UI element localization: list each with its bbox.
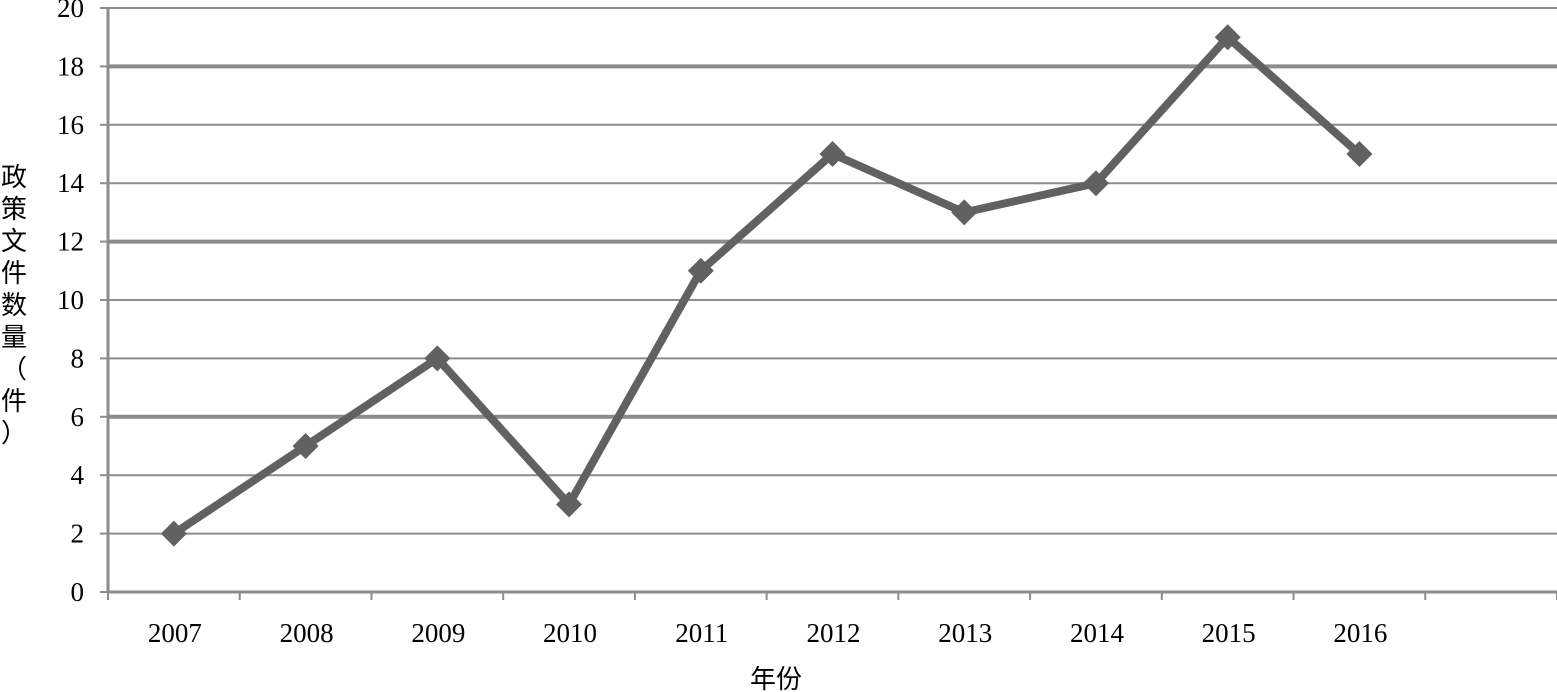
y-tick-label: 14 [57,168,85,198]
data-point-marker [687,257,714,284]
y-axis-title-char: 政 [1,163,27,193]
x-axis-title: 年份 [750,665,802,692]
data-point-marker [292,433,319,459]
x-tick-label: 2012 [807,618,861,648]
data-point-marker [556,491,583,518]
x-tick-label: 2010 [543,618,597,648]
y-axis-title-char: 策 [1,195,27,225]
y-tick-label: 6 [71,402,85,432]
y-tick-label: 4 [71,460,85,490]
y-axis-title-char: 数 [1,291,27,321]
y-axis-title-char: 件 [1,259,27,289]
y-tick-label: 2 [71,519,85,549]
series-line [171,31,1363,537]
y-axis-title-char: 件 [1,387,27,417]
data-point-marker [951,199,978,226]
y-tick-label: 18 [57,51,84,81]
x-tick-label: 2015 [1202,618,1256,648]
data-point-marker [424,345,451,372]
y-tick-label: 10 [57,285,84,315]
x-tick-label: 2009 [411,618,465,648]
data-point-marker [819,141,846,167]
y-tick-label: 8 [71,343,85,373]
x-tick-label: 2013 [938,618,992,648]
y-tick-label: 0 [71,577,85,607]
y-tick-label: 20 [57,0,84,23]
y-axis-title-char: ） [1,419,27,449]
x-tick-label: 2007 [148,618,202,648]
data-point-marker [1214,24,1241,51]
data-point-marker [1082,170,1109,197]
series-group [160,24,1373,547]
x-tick-labels: 2007 2008 2009 2010 2011 2012 2013 2014 2015 2016 [148,618,1388,648]
x-tick-label: 2016 [1333,618,1387,648]
y-axis-title-char: 文 [1,227,27,257]
x-tick-label: 2014 [1070,618,1125,648]
data-point-marker [160,520,187,547]
axes [106,8,1557,594]
y-axis-title-char: （ [1,355,27,385]
data-point-marker [1346,141,1373,167]
y-tick-labels: 0 2 4 6 8 10 12 14 16 18 20 [57,0,85,607]
gridlines [100,7,1557,600]
x-tick-label: 2011 [675,618,728,648]
y-tick-label: 12 [57,227,84,257]
y-tick-label: 16 [57,110,84,140]
x-tick-label: 2008 [280,618,334,648]
y-axis-title-char: 量 [1,323,27,353]
